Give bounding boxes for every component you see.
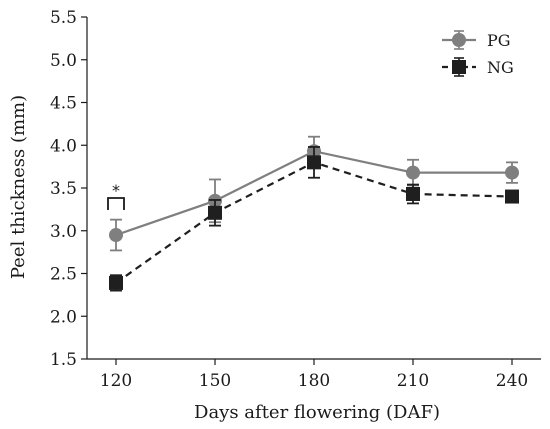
axes: 1.5 2.0 2.5 3.0 3.5 4.0 4.5 5.0 5.5 120 150 180 210 2… [50, 8, 541, 391]
y-tick-label: 4.5 [50, 94, 77, 114]
x-tick-label: 180 [298, 371, 330, 391]
y-tick-label: 5.5 [50, 8, 77, 28]
x-axis-title: Days after flowering (DAF) [194, 402, 440, 423]
plot-area [109, 135, 519, 292]
data-point-ng [406, 186, 420, 201]
y-axis-title: Peel thickness (mm) [8, 95, 29, 279]
annotations: * [107, 181, 125, 210]
data-point-ng [307, 155, 321, 170]
y-tick-label: 4.0 [50, 136, 77, 156]
legend-label: NG [487, 58, 514, 77]
x-tick-label: 120 [100, 371, 132, 391]
data-point-pg [109, 228, 123, 243]
legend: PG NG [442, 30, 514, 77]
y-tick-label: 2.5 [50, 265, 77, 285]
data-point-ng [505, 189, 519, 204]
legend-label: PG [487, 31, 511, 50]
series-line-ng [115, 161, 513, 284]
x-tick-label: 150 [199, 371, 231, 391]
data-point-pg [406, 165, 420, 180]
y-tick-label: 1.5 [50, 350, 77, 370]
x-tick-label: 210 [397, 371, 429, 391]
y-tick-label: 3.5 [50, 179, 77, 199]
x-tick-label: 240 [496, 371, 528, 391]
legend-marker [452, 60, 466, 74]
legend-marker [452, 33, 466, 47]
significance-bracket [107, 197, 125, 210]
data-point-ng [208, 205, 222, 220]
significance-asterisk: * [112, 181, 120, 200]
data-point-ng [109, 275, 123, 290]
y-tick-label: 2.0 [50, 307, 77, 327]
y-tick-label: 5.0 [50, 51, 77, 71]
y-tick-label: 3.0 [50, 222, 77, 242]
data-point-pg [505, 165, 519, 180]
